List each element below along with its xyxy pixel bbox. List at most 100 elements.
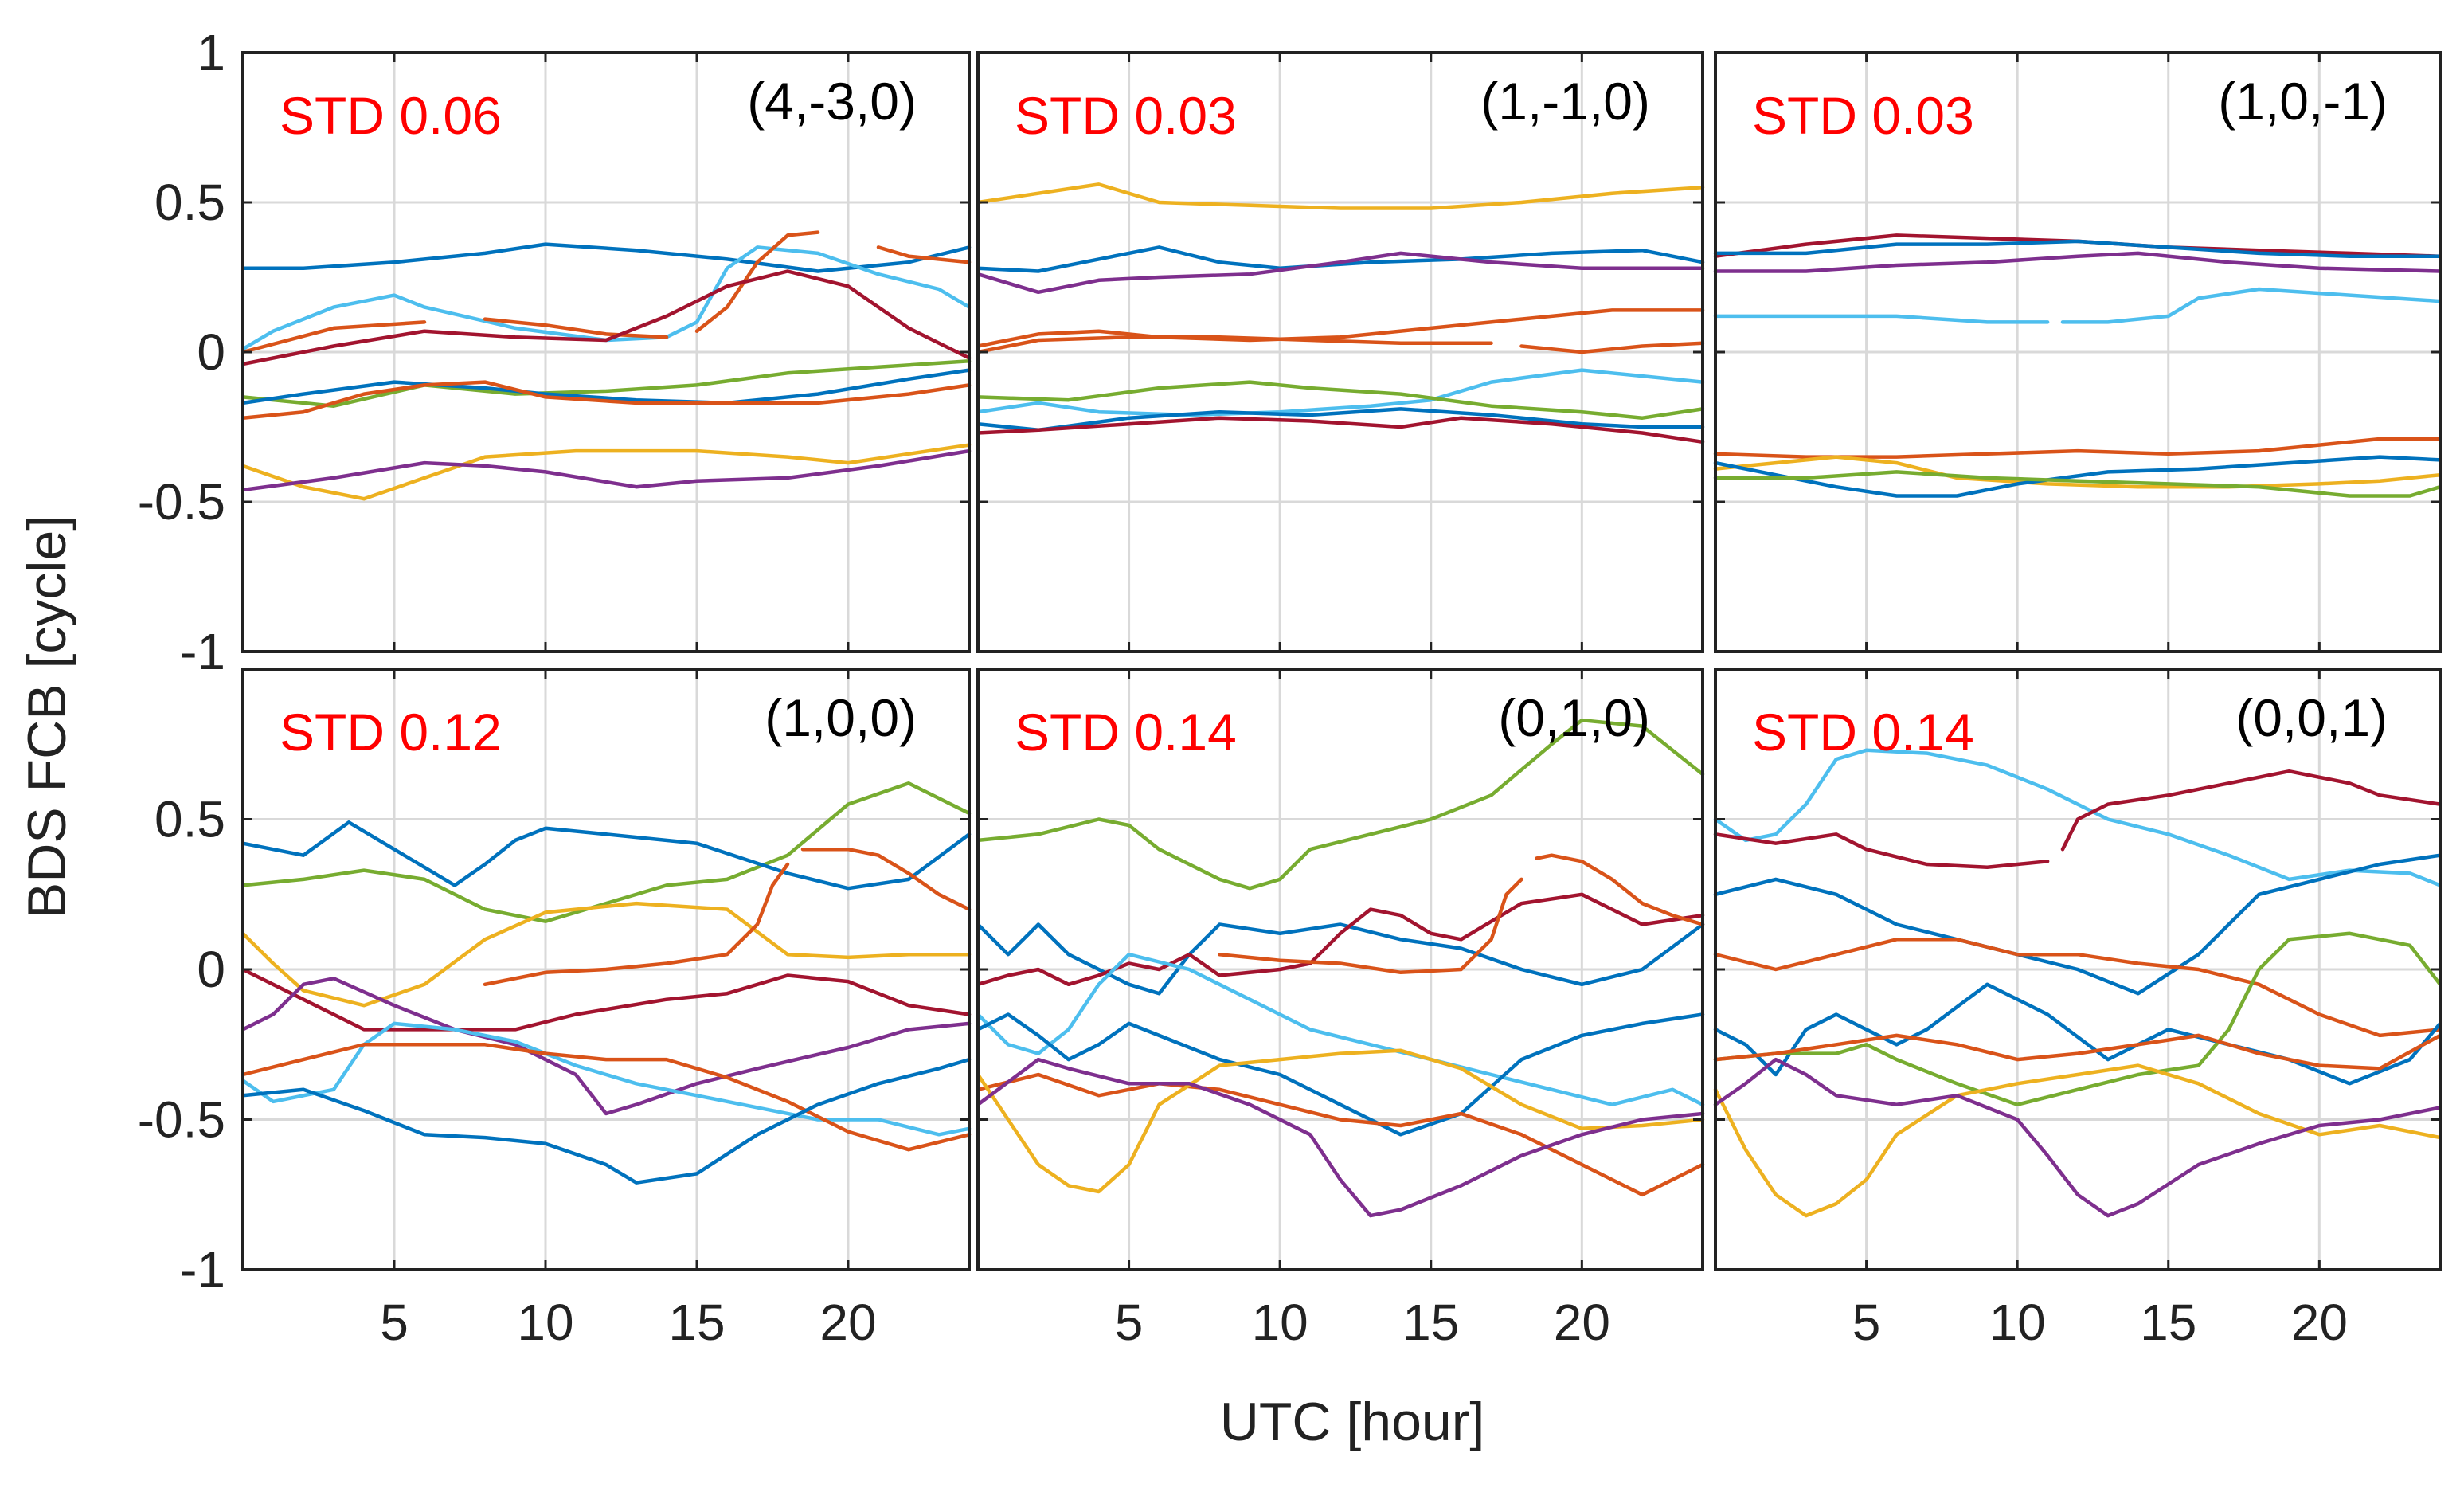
series-line — [976, 892, 1705, 987]
series-line — [241, 320, 427, 354]
series-line — [1713, 1063, 2442, 1218]
series-line — [1713, 1033, 2442, 1071]
x-tick-label: 15 — [668, 1294, 725, 1351]
series-line — [1713, 938, 2442, 1038]
series-line — [1713, 1057, 2442, 1218]
panel-top-left: 1 0.5 0 -0.5 -1 STD 0.06 (4,-3,0) — [138, 24, 972, 680]
x-tick-label: 10 — [517, 1294, 573, 1351]
std-label: STD 0.06 — [280, 86, 502, 145]
series-line — [1713, 314, 2050, 324]
series-line — [1713, 455, 2442, 489]
std-label: STD 0.14 — [1752, 703, 1974, 762]
x-tick-label: 15 — [1402, 1294, 1459, 1351]
y-tick-label: -0.5 — [138, 1091, 225, 1149]
x-tick-label: 5 — [1852, 1294, 1881, 1351]
series-line — [976, 182, 1705, 210]
series-line — [976, 380, 1705, 420]
series-line — [241, 1021, 972, 1137]
series-line — [1713, 251, 2442, 273]
series-line — [800, 847, 972, 911]
series-line — [976, 407, 1705, 433]
series-line — [976, 1048, 1705, 1194]
series-line — [241, 820, 972, 891]
std-label: STD 0.12 — [280, 703, 502, 762]
y-tick-label: -1 — [180, 623, 225, 680]
combination-label: (1,-1,0) — [1480, 72, 1650, 131]
series-line — [694, 230, 820, 333]
series-line — [976, 718, 1705, 891]
y-tick-label: 0.5 — [154, 791, 225, 848]
std-label: STD 0.14 — [1015, 703, 1237, 762]
x-tick-label: 20 — [2291, 1294, 2348, 1351]
panel-bottom-right: 5 10 15 20 STD 0.14 (0,0,1) — [1713, 668, 2442, 1351]
std-label: STD 0.03 — [1015, 86, 1237, 145]
series-line — [1218, 877, 1523, 975]
panel-top-right: STD 0.03 (1,0,-1) — [1713, 51, 2442, 653]
series-line — [483, 862, 790, 987]
series-line — [241, 242, 972, 273]
series-line — [976, 416, 1705, 444]
series-line — [976, 922, 1705, 996]
series-line — [483, 317, 669, 339]
y-tick-label: -1 — [180, 1241, 225, 1298]
series-line — [241, 443, 972, 501]
series-line — [976, 368, 1705, 417]
series-line — [1713, 748, 2442, 887]
y-tick-label: 0 — [197, 941, 225, 998]
y-tick-label: 0 — [197, 323, 225, 381]
series-line — [241, 368, 972, 405]
series-line — [241, 380, 972, 420]
combination-label: (1,0,0) — [765, 688, 917, 747]
y-tick-label: 0.5 — [154, 174, 225, 231]
series-line — [1713, 437, 2442, 459]
series-line — [241, 901, 972, 1008]
series-line — [1713, 470, 2442, 498]
combination-label: (1,0,-1) — [2218, 72, 2388, 131]
x-tick-label: 20 — [1554, 1294, 1610, 1351]
series-line — [976, 1072, 1705, 1197]
series-line — [241, 977, 972, 1116]
series-line — [876, 245, 972, 264]
series-line — [1713, 931, 2442, 1106]
series-line — [976, 1012, 1705, 1137]
series-line — [1713, 982, 2442, 1086]
panel-bottom-center: 5 10 15 20 STD 0.14 (0,1,0) — [976, 668, 1705, 1351]
series-line — [1713, 832, 2050, 870]
x-axis-label: UTC [hour] — [1220, 1392, 1485, 1452]
series-line — [241, 967, 972, 1032]
combination-label: (4,-3,0) — [747, 72, 917, 131]
x-tick-label: 20 — [819, 1294, 876, 1351]
series-line — [976, 952, 1705, 1106]
y-axis-label: BDS FCB [cycle] — [17, 515, 77, 918]
x-tick-label: 5 — [380, 1294, 409, 1351]
series-line — [241, 359, 972, 408]
x-tick-label: 10 — [1252, 1294, 1308, 1351]
panel-bottom-left: 0.5 0 -0.5 -1 5 10 15 20 STD 0.12 (1,0,0) — [138, 668, 972, 1351]
series-line — [1519, 341, 1705, 354]
combination-label: (0,0,1) — [2235, 688, 2388, 747]
series-line — [976, 1057, 1705, 1218]
series-line — [976, 251, 1705, 295]
x-tick-label: 15 — [2140, 1294, 2196, 1351]
panels: 1 0.5 0 -0.5 -1 STD 0.06 (4,-3,0) STD 0.03 (1,-1… — [138, 24, 2442, 1351]
series-line — [241, 781, 972, 923]
y-tick-label: 1 — [197, 24, 225, 81]
series-line — [241, 269, 972, 366]
series-line — [1713, 853, 2442, 996]
series-line — [976, 335, 1493, 354]
series-line — [1535, 853, 1705, 926]
series-line — [241, 448, 972, 492]
x-tick-label: 5 — [1115, 1294, 1144, 1351]
y-tick-label: -0.5 — [138, 473, 225, 531]
series-line — [2060, 287, 2442, 324]
series-line — [2060, 769, 2442, 852]
panel-top-center: STD 0.03 (1,-1,0) — [976, 51, 1705, 653]
series-line — [1713, 239, 2442, 258]
series-line — [241, 1057, 972, 1185]
x-tick-label: 10 — [1989, 1294, 2046, 1351]
std-label: STD 0.03 — [1752, 86, 1974, 145]
series-line — [1713, 455, 2442, 498]
series-line — [241, 1043, 972, 1152]
series-line — [976, 245, 1705, 273]
